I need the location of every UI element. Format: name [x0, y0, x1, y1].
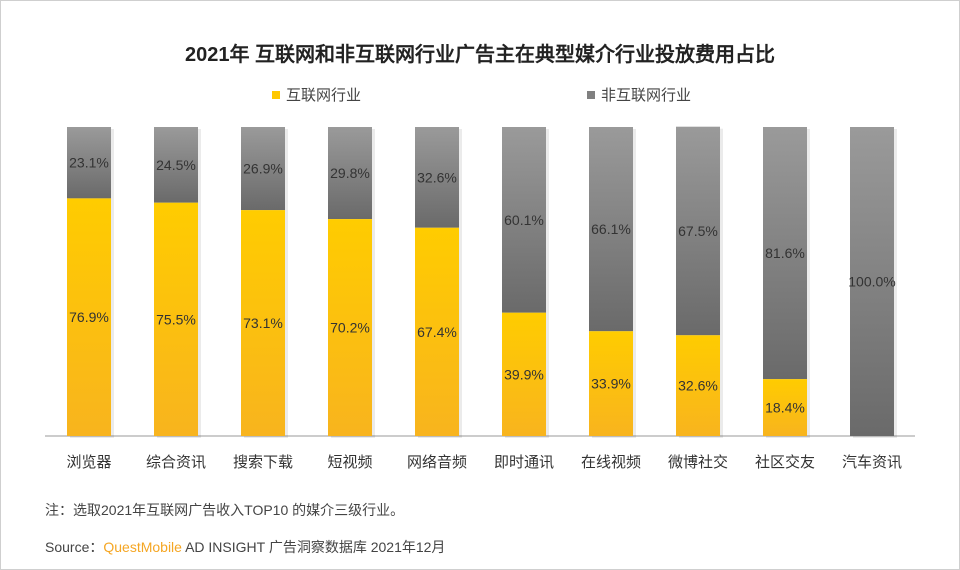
- data-label-non-internet: 24.5%: [156, 157, 196, 173]
- data-label-internet: 76.9%: [69, 309, 109, 325]
- data-label-non-internet: 60.1%: [504, 212, 544, 228]
- legend-swatch: [272, 90, 280, 99]
- bar-non-internet: [241, 127, 285, 211]
- bar-non-internet: [502, 127, 546, 313]
- bar-internet: [502, 312, 546, 436]
- legend-item-internet: 互联网行业: [272, 84, 361, 105]
- data-label-internet: 70.2%: [330, 320, 370, 336]
- x-tick-label: 搜索下载: [233, 454, 293, 471]
- bar-internet: [589, 331, 633, 436]
- data-label-non-internet: 26.9%: [243, 161, 283, 177]
- source-brand: QuestMobile: [103, 539, 182, 555]
- bar-non-internet: [676, 126, 720, 336]
- bar-internet: [415, 227, 459, 436]
- legend-label: 非互联网行业: [601, 87, 692, 104]
- x-tick-label: 微博社交: [668, 453, 728, 471]
- data-label-internet: 67.4%: [417, 324, 457, 340]
- data-label-internet: 18.4%: [765, 400, 805, 416]
- legend-item-non-internet: 非互联网行业: [587, 84, 691, 105]
- x-tick-label: 浏览器: [66, 454, 111, 471]
- bar-non-internet: [67, 127, 111, 199]
- x-tick-label: 网络音频: [407, 454, 467, 471]
- data-label-non-internet: 32.6%: [417, 169, 457, 185]
- x-tick-label: 短视频: [327, 454, 372, 471]
- chart-title: 2021年 互联网和非互联网行业广告主在典型媒介行业投放费用占比: [184, 44, 776, 66]
- bar-internet: [676, 335, 720, 436]
- x-tick-label: 即时通讯: [494, 454, 554, 471]
- bar-non-internet: [328, 127, 372, 220]
- data-label-internet: 73.1%: [243, 315, 283, 331]
- x-tick-label: 社区交友: [755, 453, 815, 471]
- bar-internet: [67, 198, 111, 436]
- data-label-non-internet: 81.6%: [765, 245, 805, 261]
- x-tick-label: 汽车资讯: [842, 454, 902, 471]
- data-label-internet: 39.9%: [504, 366, 544, 382]
- bar-internet: [154, 202, 198, 436]
- data-label-internet: 33.9%: [591, 376, 631, 392]
- bar-non-internet: [154, 127, 198, 203]
- data-label-non-internet: 66.1%: [591, 221, 631, 237]
- bar-non-internet: [763, 127, 807, 380]
- data-label-internet: 32.6%: [678, 378, 718, 394]
- footnote: 注：选取2021年互联网广告收入TOP10 的媒介三级行业。: [45, 502, 405, 518]
- bar-internet: [241, 210, 285, 436]
- data-label-non-internet: 67.5%: [678, 223, 718, 239]
- source-line: Source：QuestMobile AD INSIGHT 广告洞察数据库 20…: [45, 537, 445, 557]
- bar-internet: [328, 219, 372, 436]
- bar-non-internet: [415, 127, 459, 228]
- bar-internet: [763, 379, 807, 436]
- x-tick-label: 综合资讯: [146, 454, 206, 471]
- legend-swatch: [587, 90, 595, 99]
- legend-label: 互联网行业: [286, 87, 362, 104]
- bar-non-internet: [589, 127, 633, 332]
- data-label-internet: 75.5%: [156, 311, 196, 327]
- data-label-non-internet: 23.1%: [69, 155, 109, 171]
- x-tick-label: 在线视频: [581, 454, 641, 471]
- data-label-non-internet: 29.8%: [330, 165, 370, 181]
- data-label-non-internet: 100.0%: [848, 274, 895, 290]
- source-label: Source：: [45, 539, 104, 555]
- bar-non-internet: [850, 127, 894, 436]
- source-rest: AD INSIGHT 广告洞察数据库 2021年12月: [181, 539, 446, 555]
